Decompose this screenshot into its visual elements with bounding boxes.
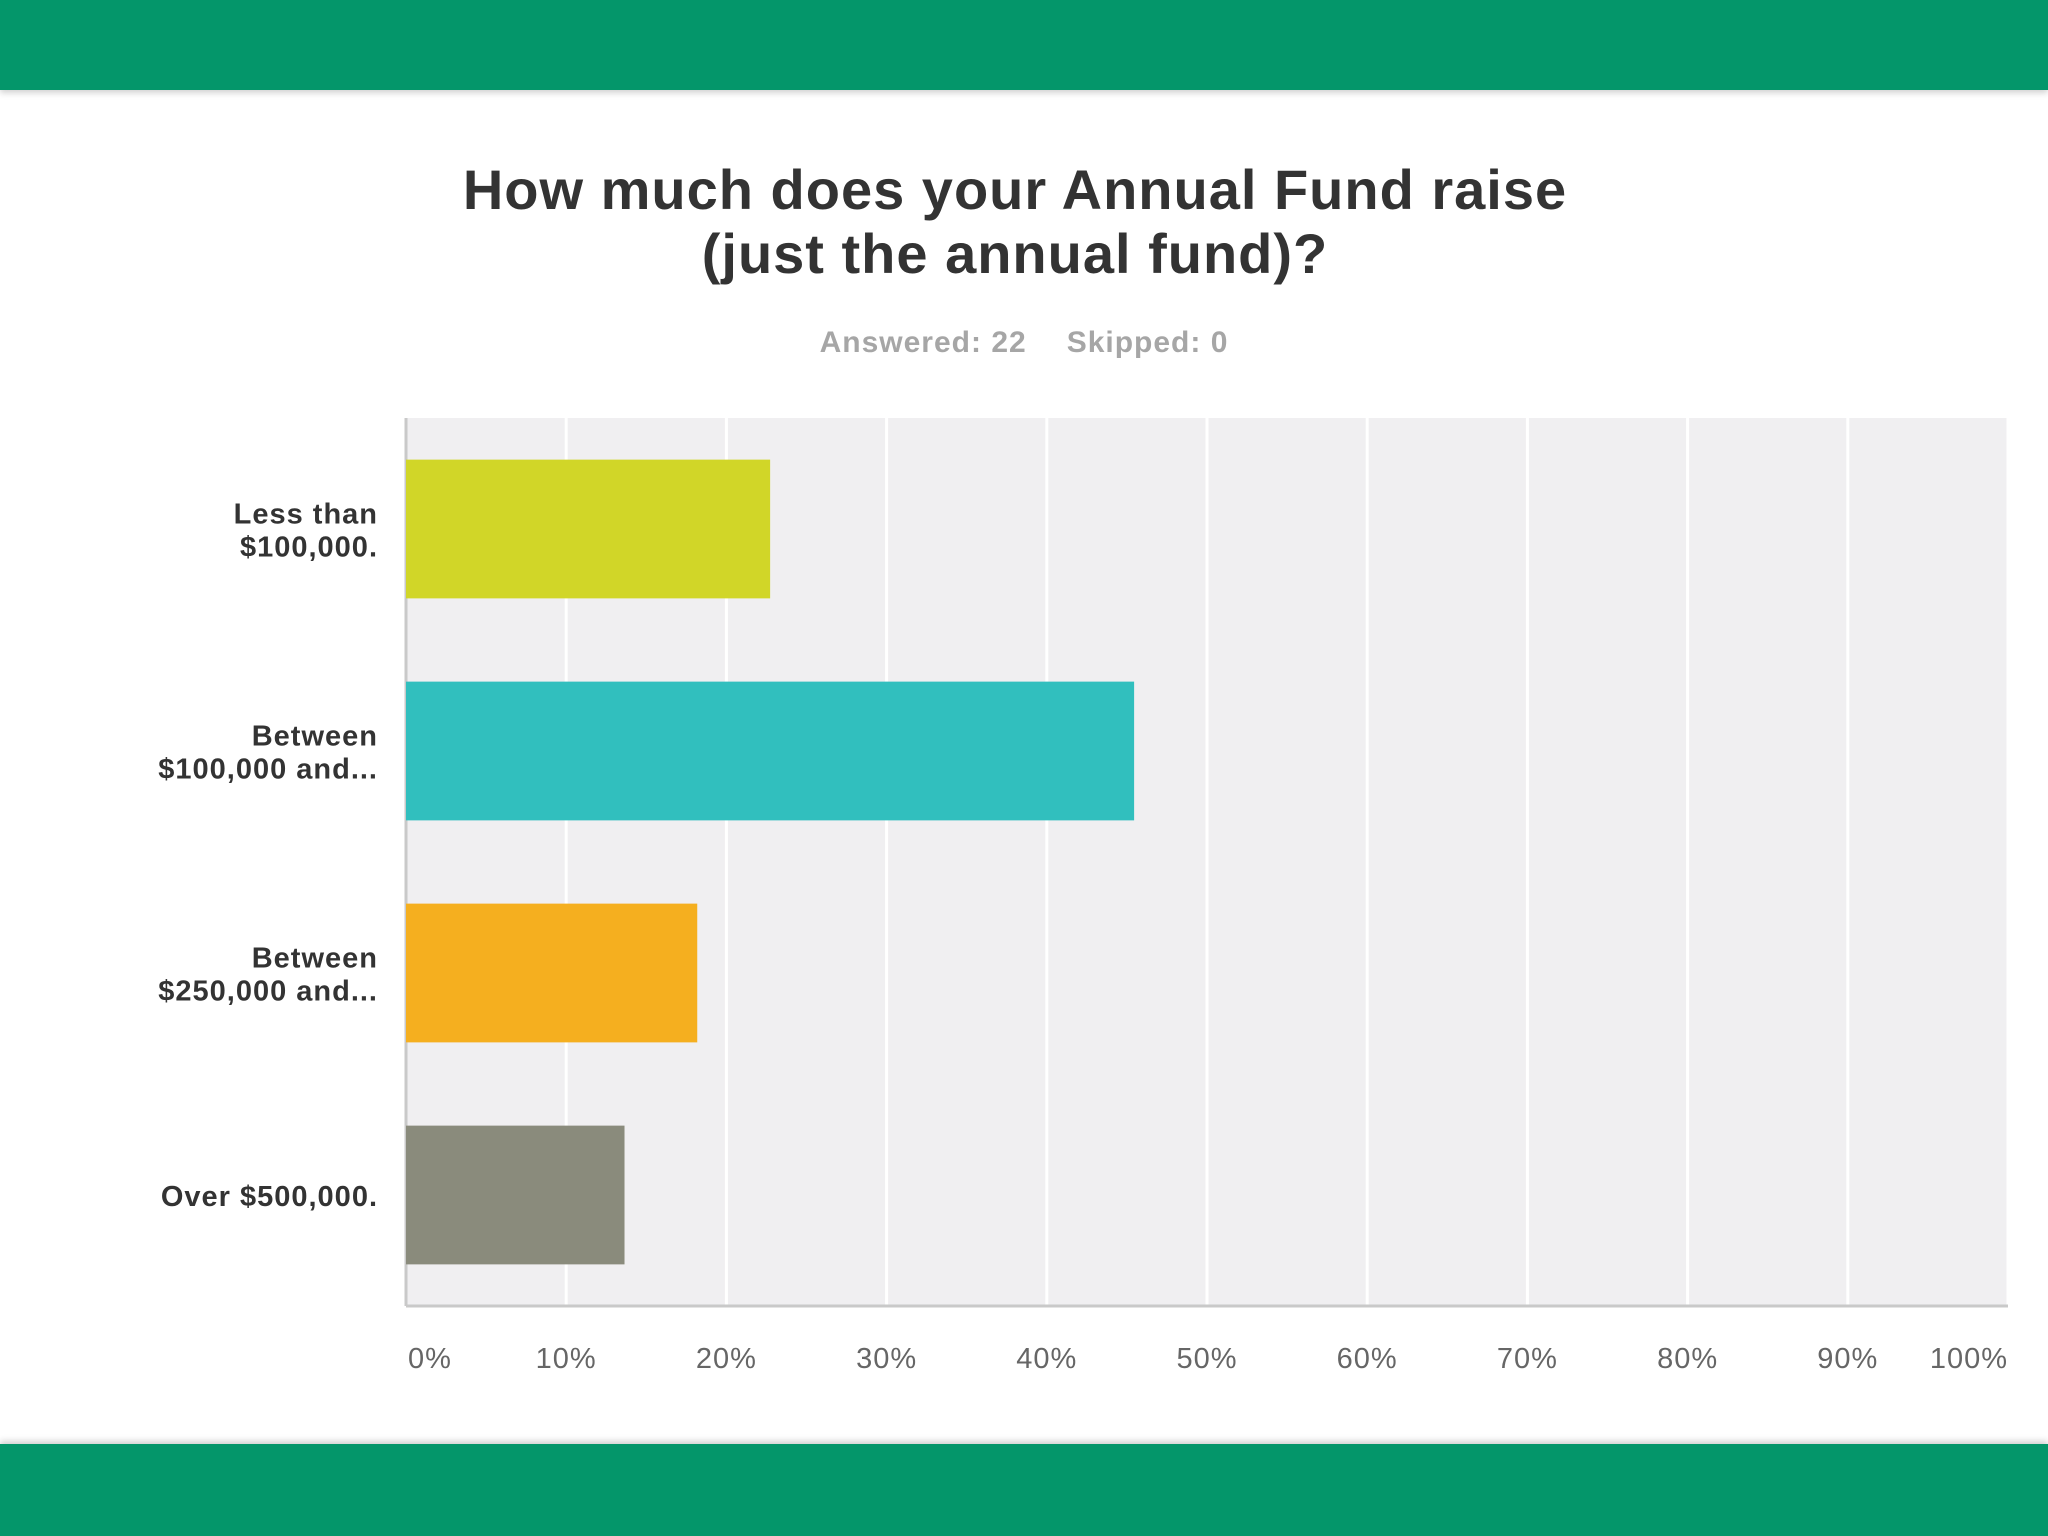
- answered-count: Answered: 22: [819, 326, 1027, 359]
- chart-title: How much does your Annual Fund raise (ju…: [240, 158, 1790, 286]
- skipped-count: Skipped: 0: [1066, 326, 1229, 359]
- bar: [406, 681, 1135, 821]
- category-label: Between: [252, 943, 378, 975]
- response-stats: Answered: 22 Skipped: 0: [0, 326, 2048, 360]
- chart-title-line-2: (just the annual fund)?: [701, 222, 1329, 285]
- top-banner: [0, 0, 2048, 90]
- category-label: Over $500,000.: [161, 1181, 378, 1213]
- x-tick-label: 90%: [1817, 1343, 1878, 1375]
- bar: [406, 903, 698, 1043]
- chart-title-line-1: How much does your Annual Fund raise: [462, 158, 1568, 221]
- x-tick-label: 40%: [1016, 1343, 1077, 1375]
- bar: [406, 1125, 625, 1265]
- x-tick-label: 60%: [1337, 1343, 1398, 1375]
- category-label: $100,000 and...: [158, 754, 378, 786]
- x-tick-label: 70%: [1497, 1343, 1558, 1375]
- x-tick-label: 50%: [1176, 1343, 1237, 1375]
- bottom-banner: [0, 1444, 2048, 1536]
- category-label: $100,000.: [240, 532, 378, 564]
- x-tick-label: 80%: [1657, 1343, 1718, 1375]
- x-tick-label: 10%: [536, 1343, 597, 1375]
- x-tick-label: 20%: [696, 1343, 757, 1375]
- bar: [406, 459, 771, 599]
- category-label: Between: [252, 721, 378, 753]
- x-tick-label: 30%: [856, 1343, 917, 1375]
- category-label: Less than: [234, 499, 378, 531]
- x-tick-label: 100%: [1930, 1343, 2008, 1375]
- category-label: $250,000 and...: [158, 976, 378, 1008]
- x-tick-label: 0%: [408, 1343, 452, 1375]
